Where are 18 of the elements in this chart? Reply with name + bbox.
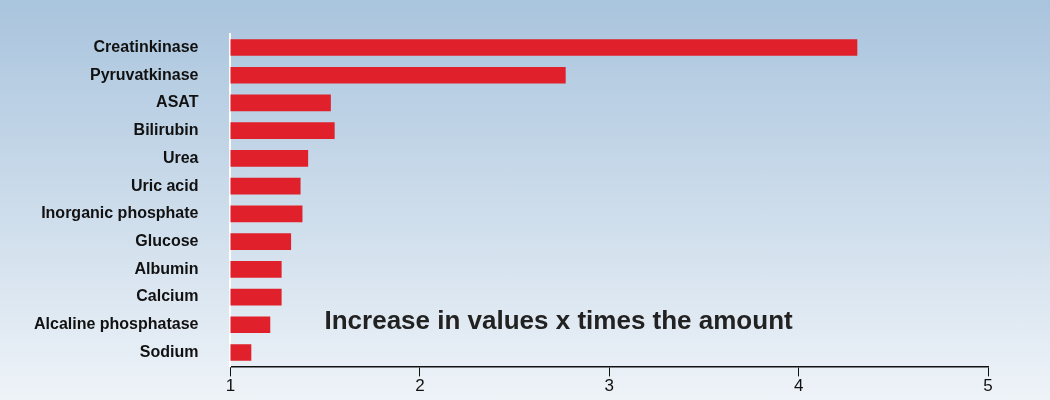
y-tick-label: Pyruvatkinase — [89, 65, 199, 83]
y-tick-label: Albumin — [134, 259, 199, 277]
y-tick-label: Sodium — [139, 342, 199, 360]
y-tick-label: Calcium — [136, 287, 199, 305]
y-tick-label: ASAT — [156, 93, 199, 111]
x-tick-label: 3 — [604, 376, 614, 396]
y-tick-label: Uric acid — [130, 176, 199, 194]
y-tick-label: Urea — [162, 148, 199, 166]
x-tick-label: 5 — [983, 376, 993, 396]
y-tick-label: Alcaline phosphatase — [33, 315, 199, 333]
annotation: Increase in values x times the amount — [324, 304, 794, 335]
y-tick-label: Bilirubin — [133, 121, 199, 139]
x-tick-label: 1 — [225, 376, 236, 396]
x-tick-label: 2 — [415, 376, 425, 396]
y-tick-label: Glucose — [135, 232, 199, 250]
y-tick-label: Inorganic phosphate — [41, 204, 199, 222]
y-tick-label: Creatinkinase — [93, 37, 199, 55]
x-tick-label: 4 — [793, 376, 804, 396]
